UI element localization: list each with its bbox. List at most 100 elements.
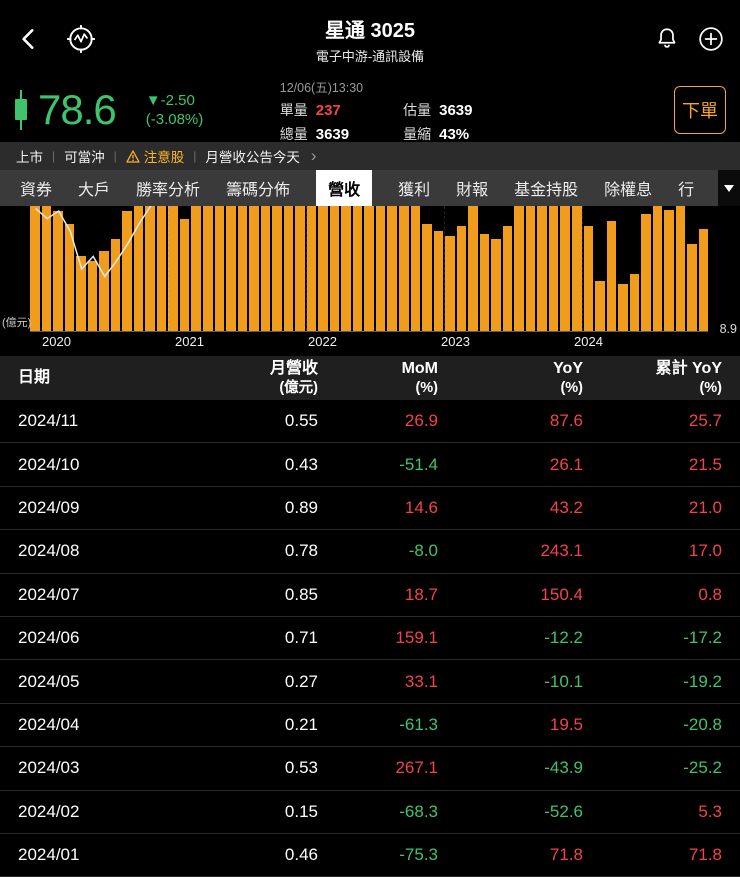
table-row-2024/11[interactable]: 2024/11 0.55 26.9 87.6 25.7 xyxy=(0,400,740,444)
tab-營收[interactable]: 營收 xyxy=(316,170,373,206)
header-line1: YoY xyxy=(553,359,583,377)
table-row-2024/05[interactable]: 2024/05 0.27 33.1 -10.1 -19.2 xyxy=(0,660,740,704)
header-line1: 累計 YoY xyxy=(655,359,722,377)
year-gridline xyxy=(581,206,583,331)
cell-mom: 267.1 xyxy=(395,758,438,778)
cell-date: 2024/01 xyxy=(18,845,80,865)
right-axis-value: 8.9 xyxy=(719,322,737,336)
revenue-table-header: 日期 月營收 (億元) MoM (%) YoY (%) 累計 YoY (%) xyxy=(0,356,740,400)
revenue-bar xyxy=(456,226,467,331)
cell-revenue: 0.55 xyxy=(284,411,318,431)
cell-yoy: -43.9 xyxy=(544,758,583,778)
tab-除權息[interactable]: 除權息 xyxy=(604,182,653,199)
cell-cum-yoy: 17.0 xyxy=(688,541,722,561)
stock-tags-strip[interactable]: 上市 | 可當沖 | 注意股 | 月營收公告今天 › xyxy=(0,142,740,170)
table-row-2024/01[interactable]: 2024/01 0.46 -75.3 71.8 71.8 xyxy=(0,834,740,877)
revenue-bar xyxy=(525,206,536,331)
plus-circle-icon xyxy=(699,27,723,51)
tag-separator: | xyxy=(52,149,56,163)
column-header-YoY: YoY (%) xyxy=(438,359,583,397)
tab-基金持股[interactable]: 基金持股 xyxy=(514,182,579,199)
cell-date: 2024/11 xyxy=(18,411,79,431)
cell-yoy: 150.4 xyxy=(540,584,583,604)
table-row-2024/10[interactable]: 2024/10 0.43 -51.4 26.1 21.5 xyxy=(0,443,740,487)
table-row-2024/04[interactable]: 2024/04 0.21 -61.3 19.5 -20.8 xyxy=(0,704,740,748)
header-line2: (億元) xyxy=(279,379,318,396)
table-row-2024/09[interactable]: 2024/09 0.89 14.6 43.2 21.0 xyxy=(0,487,740,531)
alert-button[interactable] xyxy=(654,26,680,52)
estimated-volume: 估量 3639 xyxy=(403,100,472,120)
cell-cum-yoy: -17.2 xyxy=(683,628,722,648)
y-axis-unit-label: (億元) xyxy=(2,317,32,329)
cell-cum-yoy: -19.2 xyxy=(683,671,722,691)
tab-財報[interactable]: 財報 xyxy=(456,182,489,199)
revenue-bar xyxy=(341,206,351,331)
add-to-watchlist-button[interactable] xyxy=(698,26,724,52)
x-axis-label: 2022 xyxy=(308,334,337,349)
more-tabs-button[interactable] xyxy=(718,170,740,206)
revenue-bar xyxy=(329,206,340,331)
cell-yoy: -12.2 xyxy=(544,628,583,648)
chevron-down-icon xyxy=(724,184,734,192)
column-header-MoM: MoM (%) xyxy=(318,359,438,397)
tab-資券[interactable]: 資券 xyxy=(20,182,53,199)
market-pulse-button[interactable] xyxy=(66,24,96,54)
revenue-bar xyxy=(479,233,490,331)
tags-chevron-icon[interactable]: › xyxy=(310,146,317,165)
tab-獲利[interactable]: 獲利 xyxy=(398,182,431,199)
last-price: 78.6 xyxy=(38,86,117,133)
revenue-bar xyxy=(168,206,178,331)
cell-yoy: 71.8 xyxy=(549,845,583,865)
table-row-2024/07[interactable]: 2024/07 0.85 18.7 150.4 0.8 xyxy=(0,574,740,617)
tag-上市: 上市 xyxy=(16,146,43,166)
revenue-bar xyxy=(629,273,640,331)
tab-行[interactable]: 行 xyxy=(678,182,695,199)
back-button[interactable] xyxy=(16,26,42,52)
cell-revenue: 0.85 xyxy=(284,584,318,604)
revenue-bar xyxy=(30,206,40,331)
revenue-bar xyxy=(41,206,52,331)
cell-revenue: 0.71 xyxy=(284,628,318,648)
tab-大戶[interactable]: 大戶 xyxy=(78,182,111,199)
revenue-bar xyxy=(156,206,167,331)
cell-date: 2024/07 xyxy=(18,584,80,604)
cell-cum-yoy: 0.8 xyxy=(698,584,722,604)
tag-label: 注意股 xyxy=(143,150,185,165)
table-row-2024/03[interactable]: 2024/03 0.53 267.1 -43.9 -25.2 xyxy=(0,747,740,791)
cell-date: 2024/04 xyxy=(18,714,80,734)
cell-date: 2024/09 xyxy=(18,497,80,517)
revenue-bar xyxy=(445,236,455,331)
x-axis-label: 2023 xyxy=(441,334,470,349)
tag-label: 可當沖 xyxy=(64,150,105,165)
cell-revenue: 0.78 xyxy=(284,541,318,561)
price-change-percent: (-3.08%) xyxy=(145,111,204,128)
x-axis-label: 2020 xyxy=(42,334,71,349)
quote-timestamp: 12/06(五)13:30 xyxy=(279,80,364,95)
place-order-button[interactable]: 下單 xyxy=(674,86,726,134)
table-row-2024/08[interactable]: 2024/08 0.78 -8.0 243.1 17.0 xyxy=(0,530,740,574)
header-line2: (%) xyxy=(699,379,722,396)
tag-separator: | xyxy=(193,149,197,163)
revenue-bar xyxy=(422,223,432,331)
cell-mom: -68.3 xyxy=(399,801,438,821)
tab-勝率分析[interactable]: 勝率分析 xyxy=(136,182,201,199)
revenue-bar xyxy=(352,206,363,331)
revenue-bar xyxy=(468,206,478,331)
cell-revenue: 0.53 xyxy=(284,758,318,778)
revenue-bar xyxy=(433,231,444,331)
revenue-bar xyxy=(306,206,317,331)
x-axis-label: 2024 xyxy=(574,334,603,349)
cell-mom: -51.4 xyxy=(399,454,438,474)
tag-月營收公告今天: 月營收公告今天 xyxy=(205,146,300,166)
page-title: 星通 3025 xyxy=(324,19,416,42)
cell-cum-yoy: 5.3 xyxy=(698,801,722,821)
revenue-bar xyxy=(387,206,397,331)
table-row-2024/02[interactable]: 2024/02 0.15 -68.3 -52.6 5.3 xyxy=(0,791,740,834)
tab-籌碼分佈[interactable]: 籌碼分佈 xyxy=(226,182,291,199)
table-row-2024/06[interactable]: 2024/06 0.71 159.1 -12.2 -17.2 xyxy=(0,617,740,661)
revenue-bar xyxy=(514,206,524,331)
column-header-日期: 日期 xyxy=(18,368,136,388)
cell-revenue: 0.21 xyxy=(284,714,318,734)
cell-revenue: 0.27 xyxy=(284,671,318,691)
revenue-table-body: 2024/11 0.55 26.9 87.6 25.7 2024/10 0.43 -51.4 2… xyxy=(0,400,740,877)
